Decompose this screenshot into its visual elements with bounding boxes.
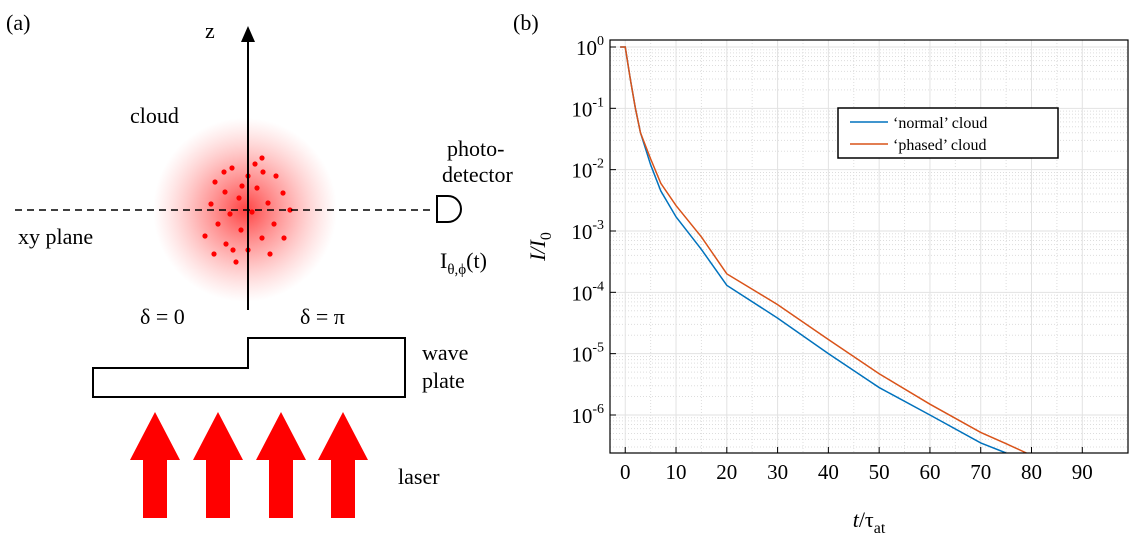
y-tick-power: 0 <box>597 34 604 49</box>
y-tick-base: 10 <box>571 97 592 121</box>
label: δ = π <box>300 304 345 329</box>
y-tick-power: -6 <box>592 402 604 417</box>
legend-box <box>837 107 1059 159</box>
x-tick-label: 20 <box>716 460 737 484</box>
x-axis-label: t/τat <box>853 507 886 537</box>
label: cloud <box>130 103 179 128</box>
x-tick-label: 10 <box>666 460 687 484</box>
y-tick-label: 10-5 <box>571 341 604 367</box>
series-line <box>620 46 1027 453</box>
diagram: z cloud photo- detector xy plane Iθ,ϕ(t)… <box>15 18 514 518</box>
axis-label: z <box>205 18 215 43</box>
y-tick-label: 10-4 <box>571 279 604 305</box>
y-tick-power: -1 <box>592 95 604 110</box>
x-tick-label: 60 <box>919 460 940 484</box>
y-tick-base: 10 <box>576 36 597 60</box>
x-tick-label: 90 <box>1072 460 1093 484</box>
y-tick-base: 10 <box>571 404 592 428</box>
y-tick-power: -3 <box>592 218 604 233</box>
label: wave <box>422 340 468 365</box>
legend-label: ‘phased’ cloud <box>893 137 986 154</box>
y-tick-label: 10-6 <box>571 402 604 428</box>
y-tick-label: 10-3 <box>571 218 604 244</box>
label-part: I <box>440 248 447 273</box>
label: photo- <box>447 136 504 161</box>
y-axis-label-part: /I <box>525 238 550 255</box>
legend-label: ‘normal’ cloud <box>893 115 987 132</box>
x-tick-label: 30 <box>767 460 788 484</box>
x-tick-label: 0 <box>620 460 631 484</box>
panel-label: (b) <box>513 10 539 35</box>
y-tick-base: 10 <box>571 220 592 244</box>
label: Iθ,ϕ(t) <box>440 248 487 278</box>
wave-plate <box>92 337 406 398</box>
y-axis-label-part: I <box>525 252 550 262</box>
x-tick-label: 80 <box>1021 460 1042 484</box>
label: plate <box>422 368 465 393</box>
x-axis-label-part: t <box>853 507 860 532</box>
z-arrowhead <box>241 26 255 42</box>
panel-label: (a) <box>6 10 30 35</box>
x-axis-label-sub: at <box>874 520 886 537</box>
label: detector <box>442 162 514 187</box>
y-tick-base: 10 <box>571 281 592 305</box>
x-tick-label: 40 <box>818 460 839 484</box>
y-tick-label: 10-2 <box>571 157 604 183</box>
y-tick-power: -2 <box>592 157 604 172</box>
y-axis-label: I/I0 <box>525 232 555 262</box>
y-tick-label: 10-1 <box>571 95 604 121</box>
chart: 0 10 20 30 40 50 60 70 80 9010010-110-210-310-410… <box>525 34 1129 537</box>
label: δ = 0 <box>140 304 185 329</box>
label: laser <box>398 464 440 489</box>
plot-frame <box>609 39 1129 454</box>
x-tick-label: 50 <box>869 460 890 484</box>
label: xy plane <box>18 224 93 249</box>
label-part: (t) <box>466 248 487 273</box>
y-tick-base: 10 <box>571 159 592 183</box>
y-axis-label-sub: 0 <box>538 232 555 240</box>
y-tick-power: -4 <box>592 279 604 294</box>
label-sub: θ,ϕ <box>447 262 466 278</box>
y-tick-power: -5 <box>592 341 604 356</box>
photodetector <box>436 195 462 223</box>
y-tick-label: 100 <box>576 34 604 60</box>
y-tick-base: 10 <box>571 343 592 367</box>
x-tick-label: 70 <box>970 460 991 484</box>
laser-arrows <box>130 412 368 518</box>
x-axis-label-part: /τ <box>859 507 874 532</box>
